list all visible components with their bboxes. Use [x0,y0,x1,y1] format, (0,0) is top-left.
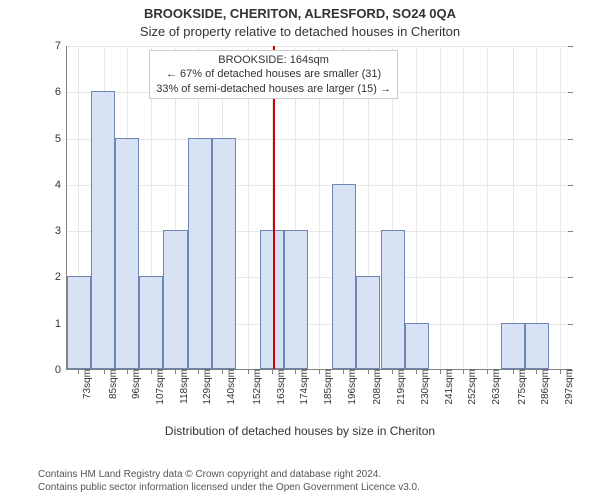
xtick-label: 275sqm [513,369,528,405]
ytick-label: 7 [55,40,67,52]
ytick-mark [568,324,573,325]
histogram-bar [332,184,356,369]
ytick-label: 2 [55,271,67,283]
xtick-label: 73sqm [78,369,93,399]
gridline-v [463,46,464,369]
xtick-label: 140sqm [222,369,237,405]
xtick-label: 252sqm [463,369,478,405]
property-size-chart: BROOKSIDE, CHERITON, ALRESFORD, SO24 0QA… [0,0,600,500]
ytick-label: 3 [55,225,67,237]
histogram-bar [188,138,212,369]
footnote-line-2: Contains public sector information licen… [38,482,590,495]
xtick-label: 129sqm [198,369,213,405]
xtick-label: 297sqm [560,369,575,405]
xtick-label: 107sqm [151,369,166,405]
chart-title: BROOKSIDE, CHERITON, ALRESFORD, SO24 0QA [0,6,600,21]
xtick-label: 96sqm [127,369,142,399]
xtick-label: 85sqm [104,369,119,399]
histogram-bar [356,276,380,369]
annotation-line3: 33% of semi-detached houses are larger (… [156,82,391,96]
footnote: Contains HM Land Registry data © Crown c… [38,469,590,494]
annotation-box: BROOKSIDE: 164sqm← 67% of detached house… [149,50,398,99]
histogram-bar [405,323,429,369]
ytick-mark [568,139,573,140]
histogram-bar [284,230,308,369]
xtick-label: 174sqm [295,369,310,405]
chart-subtitle: Size of property relative to detached ho… [0,24,600,39]
x-axis-label: Distribution of detached houses by size … [0,424,600,438]
xtick-label: 152sqm [248,369,263,405]
gridline-v [416,46,417,369]
histogram-bar [139,276,163,369]
histogram-bar [163,230,187,369]
plot-area: 0123456773sqm85sqm96sqm107sqm118sqm129sq… [66,46,572,370]
ytick-label: 1 [55,318,67,330]
xtick-label: 163sqm [272,369,287,405]
gridline-v [536,46,537,369]
histogram-bar [67,276,91,369]
xtick-label: 185sqm [319,369,334,405]
xtick-label: 208sqm [368,369,383,405]
histogram-bar [212,138,236,369]
gridline-v [513,46,514,369]
xtick-label: 286sqm [536,369,551,405]
gridline-v [487,46,488,369]
xtick-label: 219sqm [392,369,407,405]
xtick-label: 196sqm [343,369,358,405]
histogram-bar [501,323,525,369]
ytick-mark [568,277,573,278]
ytick-label: 0 [55,364,67,376]
ytick-mark [568,185,573,186]
ytick-mark [568,46,573,47]
xtick-label: 241sqm [440,369,455,405]
histogram-bar [525,323,549,369]
gridline-v [440,46,441,369]
xtick-label: 118sqm [175,369,190,404]
histogram-bar [115,138,139,369]
ytick-mark [568,92,573,93]
xtick-label: 230sqm [416,369,431,405]
annotation-line1: BROOKSIDE: 164sqm [156,53,391,67]
annotation-line2: ← 67% of detached houses are smaller (31… [156,67,391,81]
ytick-label: 6 [55,86,67,98]
histogram-bar [381,230,405,369]
gridline-v [560,46,561,369]
histogram-bar [91,91,115,369]
footnote-line-1: Contains HM Land Registry data © Crown c… [38,469,590,482]
xtick-label: 263sqm [487,369,502,405]
ytick-mark [568,231,573,232]
ytick-label: 4 [55,179,67,191]
ytick-label: 5 [55,133,67,145]
